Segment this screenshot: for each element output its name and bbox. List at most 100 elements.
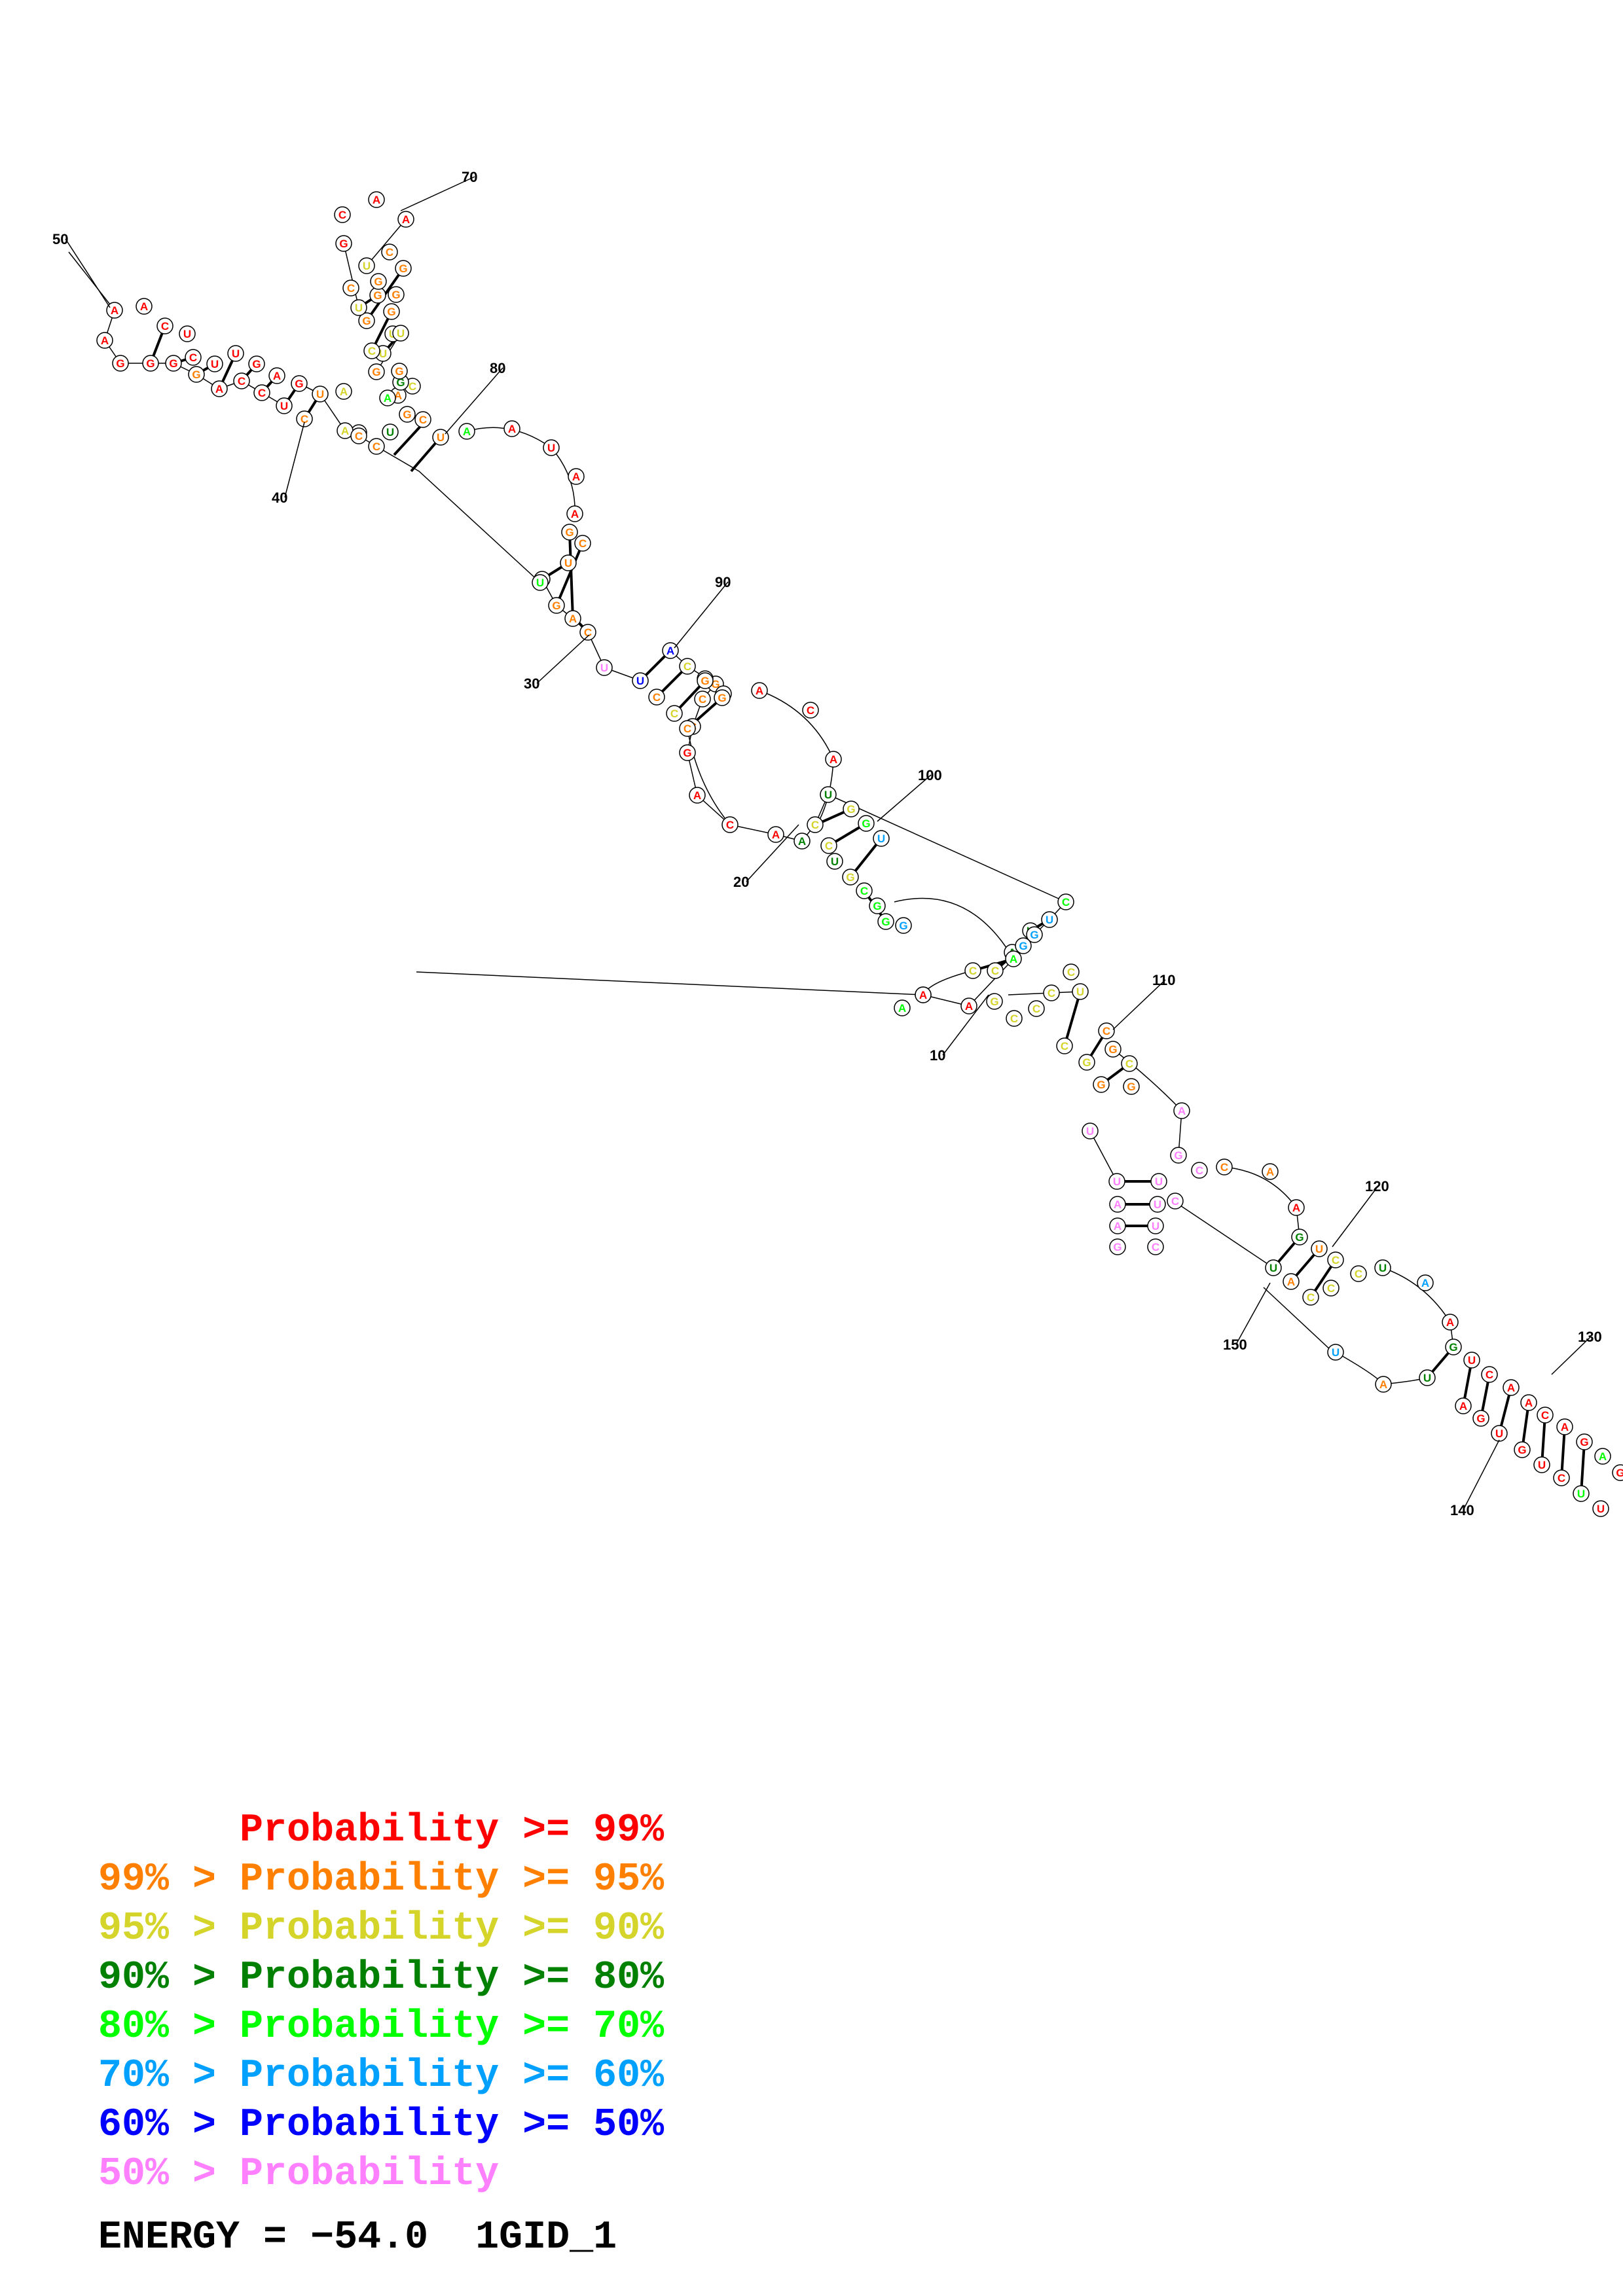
nucleotide-circle: [566, 505, 583, 522]
nucleotide-letter: G: [392, 289, 400, 301]
nucleotide: U: [179, 325, 196, 342]
nucleotide-letter: G: [862, 817, 870, 830]
nucleotide-circle: [381, 243, 398, 260]
nucleotide: G: [1472, 1410, 1489, 1427]
nucleotide-letter: A: [373, 194, 380, 206]
nucleotide: G: [1514, 1441, 1531, 1458]
nucleotide-circle: [188, 366, 205, 383]
nucleotide: A: [1288, 1199, 1305, 1216]
nucleotide-letter: U: [355, 302, 363, 314]
base-pair-line: [555, 543, 584, 606]
nucleotide-circle: [960, 997, 977, 1014]
nucleotide-circle: [561, 524, 578, 541]
nucleotide-letter: U: [1086, 1125, 1094, 1138]
legend-label: Probability: [240, 1808, 500, 1853]
nucleotide: U: [1533, 1456, 1550, 1473]
nucleotide-circle: [856, 882, 873, 899]
legend-row: Probability >= 99%: [98, 1806, 664, 1856]
nucleotide-letter: C: [386, 246, 393, 259]
nucleotide: U: [543, 439, 560, 456]
nucleotide: G: [877, 913, 894, 930]
nucleotide-letter: U: [1597, 1503, 1605, 1515]
nucleotide: G: [399, 406, 416, 423]
nucleotide-circle: [1455, 1397, 1472, 1414]
nucleotide-letter: G: [192, 368, 200, 381]
nucleotide-circle: [206, 355, 223, 372]
nucleotide-letter: G: [1174, 1149, 1182, 1162]
nucleotide-letter: C: [301, 413, 308, 425]
nucleotide-circle: [560, 554, 577, 571]
nucleotide: C: [964, 962, 981, 979]
nucleotide: G: [1576, 1433, 1593, 1450]
nucleotide-circle: [858, 815, 875, 832]
nucleotide: G: [714, 689, 731, 706]
nucleotide-letter: G: [339, 238, 348, 250]
nucleotide-circle: [869, 897, 886, 914]
loop-line: [1224, 1166, 1300, 1238]
nucleotide: G: [1445, 1338, 1462, 1355]
nucleotide-circle: [296, 410, 313, 427]
nucleotide-letter: G: [169, 357, 177, 370]
nucleotide-letter: A: [898, 1002, 906, 1014]
nucleotide: C: [368, 438, 385, 455]
nucleotide: C: [807, 816, 824, 833]
nucleotide-circle: [227, 345, 244, 362]
index-label: 30: [524, 675, 539, 692]
nucleotide-letter: U: [536, 577, 544, 589]
nucleotide: A: [106, 302, 123, 319]
nucleotide: C: [381, 243, 398, 260]
index-tick: [65, 238, 111, 308]
nucleotide-circle: [414, 411, 431, 428]
nucleotide-circle: [1463, 1352, 1480, 1369]
legend-label: Probability: [240, 2054, 500, 2098]
index-label: 150: [1223, 1336, 1247, 1353]
nucleotide-letter: C: [1558, 1472, 1565, 1484]
nucleotide-letter: U: [437, 431, 445, 444]
index-tick: [284, 422, 305, 498]
nucleotide: U: [312, 386, 329, 403]
nucleotide-letter: C: [1327, 1282, 1335, 1295]
nucleotide-circle: [1327, 1251, 1344, 1268]
nucleotide-letter: U: [1113, 1175, 1121, 1188]
nucleotide-letter: A: [666, 645, 674, 657]
nucleotide-circle: [596, 659, 613, 676]
nucleotide: A: [915, 986, 932, 1003]
nucleotide: G: [369, 287, 386, 304]
nucleotide-letter: G: [873, 900, 881, 912]
nucleotide: A: [1109, 1196, 1126, 1213]
nucleotide-letter: G: [881, 916, 890, 928]
nucleotide-letter: C: [258, 387, 266, 399]
nucleotide-letter: U: [1315, 1243, 1323, 1255]
nucleotide: G: [388, 286, 405, 303]
index-label: 70: [462, 169, 477, 185]
nucleotide-circle: [1327, 1344, 1344, 1361]
nucleotide-letter: A: [1114, 1198, 1122, 1211]
nucleotide-letter: C: [189, 351, 197, 364]
nucleotide: A: [397, 211, 414, 228]
nucleotide-circle: [1109, 1217, 1126, 1234]
nucleotide-circle: [458, 423, 475, 440]
nucleotide-letter: G: [1113, 1241, 1122, 1253]
nucleotide-circle: [1147, 1217, 1164, 1234]
nucleotide: G: [842, 869, 859, 886]
nucleotide-letter: G: [899, 920, 907, 932]
nucleotide: U: [1108, 1173, 1125, 1190]
index-tick: [1235, 1282, 1271, 1345]
nucleotide-letter: C: [807, 704, 814, 717]
nucleotide-circle: [1173, 1102, 1190, 1119]
probability-legend: Probability >= 99% 99% > Probability >= 9…: [98, 1806, 664, 2199]
nucleotide-circle: [383, 303, 400, 320]
nucleotide-letter: U: [824, 789, 832, 801]
nucleotide: U: [227, 345, 244, 362]
nucleotide-circle: [1265, 1259, 1282, 1276]
nucleotide-circle: [574, 535, 591, 552]
nucleotide: C: [1327, 1251, 1344, 1268]
nucleotide-letter: U: [831, 855, 839, 868]
legend-lower: 50% >: [98, 2152, 240, 2197]
nucleotide-circle: [179, 325, 196, 342]
legend-row: 80% > Probability >= 70%: [98, 2003, 664, 2052]
legend-label: Probability: [240, 1907, 500, 1951]
nucleotide-letter: U: [1155, 1175, 1163, 1188]
nucleotide: G: [561, 524, 578, 541]
nucleotide-circle: [1520, 1394, 1537, 1411]
